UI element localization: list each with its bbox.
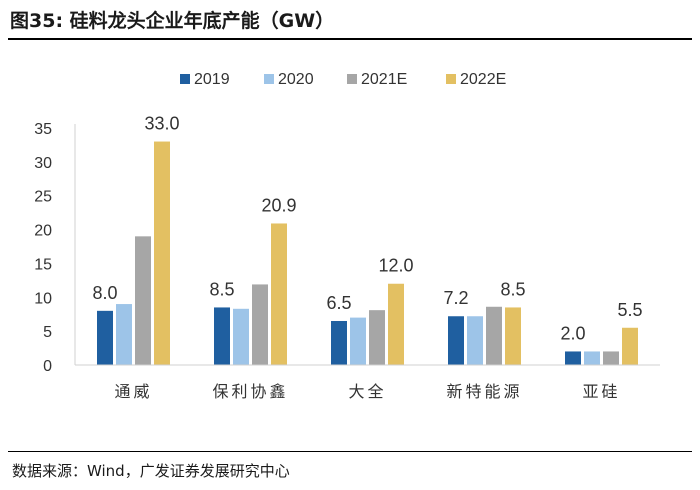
x-tick-label: 大全 [348,383,386,401]
y-tick-label: 0 [43,358,52,375]
data-label: 5.5 [617,300,642,320]
data-label: 8.0 [92,283,117,303]
x-axis: 通威 保利协鑫 大全 新特能源 亚硅 [75,364,660,401]
x-tick-label: 亚硅 [582,383,620,401]
y-tick-label: 15 [34,256,52,273]
data-labels: 8.0 33.0 8.5 20.9 6.5 12.0 7.2 8.5 2.0 5.5 [92,114,642,344]
x-tick-label: 新特能源 [446,383,522,401]
bar-2020-3 [467,316,483,365]
figure-title: 图35: 硅料龙头企业年底产能（GW） [10,6,334,36]
legend-swatch-2022e [446,74,456,84]
legend-swatch-2020 [264,74,274,84]
y-tick-label: 25 [34,189,52,206]
x-tick-label: 保利协鑫 [212,382,288,401]
bar-2020-2 [350,317,366,365]
source-note: 数据来源：Wind，广发证券发展研究中心 [12,462,290,480]
data-label: 20.9 [261,195,296,215]
data-label: 8.5 [209,279,234,299]
bottom-rule [8,451,692,452]
bar-2022e-3 [505,307,521,365]
bars [97,141,638,365]
bar-2019-0 [97,310,113,365]
legend-swatch-2019 [180,74,190,84]
x-tick-label: 通威 [114,383,152,401]
bar-2020-0 [116,304,132,365]
bar-2021e-0 [135,236,151,365]
bar-2022e-2 [388,283,404,365]
bar-2021e-2 [369,310,385,365]
y-tick-label: 5 [43,324,52,341]
bar-2022e-1 [271,223,287,365]
data-label: 6.5 [326,293,351,313]
y-tick-label: 35 [34,121,52,138]
bar-2021e-4 [603,351,619,365]
figure-title-text: 硅料龙头企业年底产能（GW） [69,10,335,32]
bar-2019-4 [565,351,581,365]
y-tick-label: 30 [34,155,52,172]
y-tick-label: 20 [34,223,52,240]
bar-2022e-0 [154,141,170,365]
legend-label-2021e: 2021E [361,71,407,88]
y-axis: 0 5 10 15 20 25 30 35 [34,121,76,375]
data-label: 33.0 [144,114,179,134]
bar-2019-2 [331,320,347,365]
top-rule [8,38,692,40]
bar-2021e-3 [486,306,502,365]
data-label: 2.0 [560,323,585,343]
y-tick-label: 10 [34,290,52,307]
figure-label: 图35: [10,10,64,32]
bar-2020-4 [584,351,600,365]
legend-swatch-2021e [347,74,357,84]
legend-label-2020: 2020 [278,71,314,88]
chart-legend: 2019 2020 2021E 2022E [180,71,506,88]
bar-2022e-4 [622,327,638,365]
data-label: 8.5 [500,279,525,299]
bar-2020-1 [233,308,249,365]
bar-2021e-1 [252,284,268,365]
legend-label-2019: 2019 [194,71,230,88]
bar-chart: 2019 2020 2021E 2022E 0 5 10 15 20 25 30 35 通威 保利协鑫… [34,71,660,401]
bar-2019-1 [214,307,230,365]
bar-2019-3 [448,316,464,365]
data-label: 7.2 [443,288,468,308]
data-label: 12.0 [378,256,413,276]
legend-label-2022e: 2022E [460,71,506,88]
